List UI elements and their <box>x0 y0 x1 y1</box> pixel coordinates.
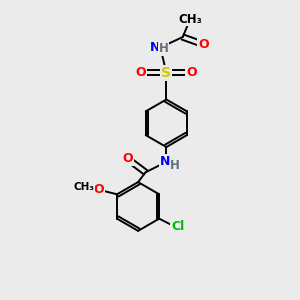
Text: O: O <box>186 66 197 79</box>
Text: O: O <box>136 66 146 79</box>
Text: H: H <box>158 42 168 56</box>
Text: S: S <box>161 66 171 80</box>
Text: H: H <box>170 159 180 172</box>
Text: O: O <box>122 152 133 165</box>
Text: O: O <box>198 38 209 51</box>
Text: N: N <box>150 41 160 54</box>
Text: CH₃: CH₃ <box>178 13 202 26</box>
Text: CH₃: CH₃ <box>73 182 94 192</box>
Text: Cl: Cl <box>171 220 184 233</box>
Text: O: O <box>94 183 104 196</box>
Text: N: N <box>160 155 170 168</box>
